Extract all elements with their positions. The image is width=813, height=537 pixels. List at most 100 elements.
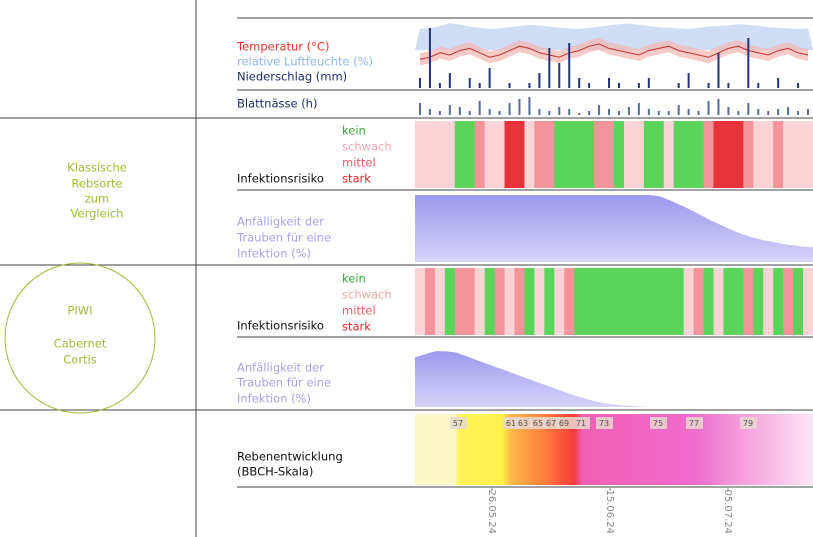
- leaf-wetness-bar: [757, 109, 760, 115]
- risk-cell: [434, 121, 446, 188]
- risk-cell: [643, 268, 655, 335]
- risk-cell: [643, 121, 655, 188]
- date-label: 15.06.24: [604, 489, 615, 534]
- risk-cell: [653, 268, 665, 335]
- risk-cell: [623, 268, 635, 335]
- piwi-circle: [4, 262, 156, 414]
- bbch-label: 77: [689, 419, 699, 428]
- risk-cell: [484, 121, 496, 188]
- bbch-badge: [530, 417, 547, 429]
- temperature-band: [419, 38, 809, 66]
- precipitation-bar: [617, 83, 620, 88]
- risk-cell: [673, 121, 685, 188]
- risk-cell: [614, 121, 625, 188]
- susceptibility-label: Trauben für eine: [236, 376, 331, 390]
- precipitation-bar: [508, 83, 511, 88]
- risk-cell: [793, 121, 804, 188]
- risk-cell: [554, 268, 565, 335]
- precipitation-bar: [797, 83, 800, 88]
- leaf-wetness-bar: [657, 111, 660, 115]
- bbch-badge: [573, 417, 590, 429]
- risk-cell: [743, 268, 754, 335]
- leaf-wetness-bar: [598, 105, 601, 115]
- risk-cell: [574, 268, 585, 335]
- risk-cell: [494, 268, 506, 335]
- risk-cell: [464, 121, 476, 188]
- risk-cell: [803, 268, 813, 335]
- risk-cell: [474, 268, 486, 335]
- risk-cell: [763, 268, 774, 335]
- leaf-wetness-label: Blattnässe (h): [237, 97, 317, 111]
- section-label: zum: [85, 192, 110, 206]
- risk-cell: [773, 121, 784, 188]
- risk-cell: [564, 268, 575, 335]
- risk-cell: [504, 268, 515, 335]
- risk-cell: [673, 268, 685, 335]
- risk-legend-item: kein: [342, 272, 366, 286]
- risk-cell: [743, 121, 754, 188]
- risk-cell: [524, 268, 535, 335]
- leaf-wetness-bar: [617, 111, 620, 115]
- bbch-label: 75: [653, 419, 663, 428]
- leaf-wetness-bar: [647, 109, 650, 115]
- leaf-wetness-bar: [737, 111, 740, 115]
- bbch-label: 69: [559, 419, 569, 428]
- susceptibility-label: Anfälligkeit der: [237, 361, 324, 375]
- leaf-wetness-bar: [767, 111, 770, 115]
- risk-cell: [454, 268, 466, 335]
- leaf-wetness-bar: [578, 113, 581, 115]
- risk-cell: [703, 121, 714, 188]
- leaf-wetness-bar: [528, 97, 531, 115]
- risk-cell: [693, 121, 705, 188]
- precipitation-bar: [428, 28, 431, 88]
- precipitation-bar: [647, 78, 650, 88]
- bbch-label: 79: [743, 419, 753, 428]
- risk-legend-item: kein: [342, 124, 366, 138]
- bbch-badge: [515, 417, 532, 429]
- risk-cell: [415, 121, 426, 188]
- date-label: 26.05.24: [486, 489, 497, 534]
- risk-cell: [604, 121, 615, 188]
- risk-cell: [753, 121, 764, 188]
- risk-cell: [653, 121, 665, 188]
- risk-cell: [693, 268, 705, 335]
- precipitation-bar: [578, 78, 581, 88]
- risk-cell: [633, 268, 645, 335]
- precipitation-bar: [717, 53, 720, 88]
- phenology-label: Rebenentwicklung: [237, 450, 343, 464]
- precipitation-bar: [637, 83, 640, 88]
- leaf-wetness-bar: [418, 103, 421, 115]
- leaf-wetness-bar: [518, 99, 521, 115]
- section-label: Klassische: [67, 161, 127, 175]
- section-label: PIWI: [67, 304, 92, 318]
- precipitation-bar: [468, 78, 471, 88]
- temperature-line: [419, 43, 809, 60]
- bbch-label: 71: [576, 419, 586, 428]
- phenology-label: (BBCH-Skala): [237, 465, 313, 479]
- risk-cell: [723, 121, 734, 188]
- risk-cell: [434, 268, 446, 335]
- precipitation-bar: [548, 48, 551, 88]
- risk-cell: [494, 121, 506, 188]
- leaf-wetness-bar: [458, 107, 461, 115]
- risk-cell: [484, 268, 496, 335]
- risk-cell: [733, 121, 744, 188]
- leaf-wetness-bar: [717, 99, 720, 115]
- bbch-badge: [450, 417, 467, 429]
- susceptibility-label: Anfälligkeit der: [237, 215, 324, 229]
- leaf-wetness-bar: [538, 109, 541, 115]
- risk-cell: [683, 121, 695, 188]
- risk-cell: [783, 121, 794, 188]
- bbch-label: 65: [533, 419, 543, 428]
- leaf-wetness-bar: [428, 109, 431, 115]
- risk-label: Infektionsrisiko: [237, 172, 324, 186]
- risk-cell: [803, 121, 813, 188]
- risk-legend-item: schwach: [342, 140, 392, 154]
- risk-cell: [783, 268, 794, 335]
- precipitation-bar: [448, 73, 451, 88]
- precipitation-bar: [528, 83, 531, 88]
- bbch-badge: [686, 417, 703, 429]
- risk-legend-item: schwach: [342, 288, 392, 302]
